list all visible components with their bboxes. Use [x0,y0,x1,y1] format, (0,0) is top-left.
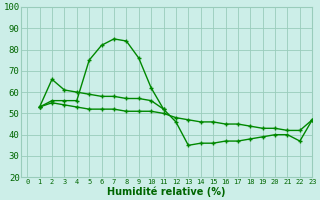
X-axis label: Humidité relative (%): Humidité relative (%) [108,186,226,197]
